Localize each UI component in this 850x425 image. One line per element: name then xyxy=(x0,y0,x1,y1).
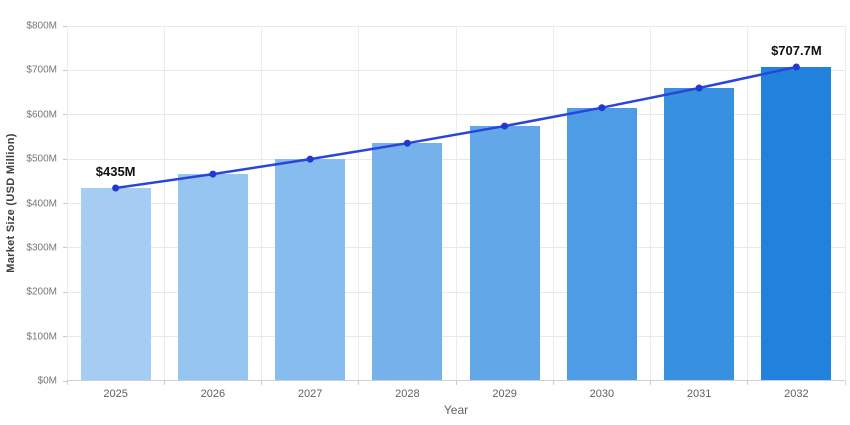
y-tick-label: $600M xyxy=(26,109,57,121)
bar-2029 xyxy=(469,126,540,381)
bar-2027 xyxy=(275,159,346,381)
y-axis-tick xyxy=(63,69,67,71)
y-tick-label: $800M xyxy=(26,20,57,32)
y-axis-tick-labels: $0M $100M $200M $300M $400M $500M $600M $700M $8… xyxy=(18,21,62,387)
x-tick-label: 2031 xyxy=(686,388,712,400)
gridline-vertical xyxy=(747,26,749,381)
y-axis-tick xyxy=(63,114,67,116)
x-axis-baseline xyxy=(67,380,845,381)
y-axis-tick xyxy=(63,247,67,249)
x-tick-label: 2030 xyxy=(589,388,615,400)
y-axis-tick xyxy=(63,25,67,27)
x-tick-label: 2026 xyxy=(200,388,226,400)
y-tick-label: $500M xyxy=(26,153,57,165)
line-marker xyxy=(598,104,606,112)
x-tick-label: 2032 xyxy=(784,388,809,400)
gridline-vertical xyxy=(358,26,360,381)
y-tick-label: $200M xyxy=(26,286,57,298)
y-axis-tick xyxy=(63,380,67,382)
x-tick-label: 2025 xyxy=(103,388,128,400)
x-axis-tick xyxy=(747,381,749,385)
y-tick-label: $700M xyxy=(26,64,57,76)
data-label: $707.7M xyxy=(771,42,822,58)
line-marker xyxy=(306,155,314,163)
bar-2032 xyxy=(761,66,832,381)
y-tick-label: $100M xyxy=(26,331,57,343)
y-tick-label: $300M xyxy=(26,242,57,254)
gridline-vertical xyxy=(552,26,554,381)
line-marker xyxy=(501,122,509,130)
y-axis-tick xyxy=(63,158,67,160)
x-axis-title: Year xyxy=(443,403,469,417)
gridline-vertical xyxy=(650,26,651,381)
x-axis-tick xyxy=(455,381,457,385)
line-marker xyxy=(695,84,703,92)
x-axis-tick xyxy=(358,381,360,385)
y-axis-tick xyxy=(63,291,67,293)
line-marker xyxy=(209,170,217,178)
x-axis-tick xyxy=(552,381,554,385)
x-axis-tick xyxy=(163,381,165,385)
x-axis-tick xyxy=(650,381,651,385)
x-tick-label: 2028 xyxy=(395,388,420,400)
x-tick-label: 2027 xyxy=(297,388,323,400)
bar-2030 xyxy=(566,107,637,381)
gridline-vertical xyxy=(261,26,262,381)
x-tick-label: 2029 xyxy=(492,388,517,400)
bar-2028 xyxy=(372,143,443,381)
bar-2031 xyxy=(664,88,735,381)
data-label: $435M xyxy=(95,163,136,179)
y-tick-label: $400M xyxy=(26,198,57,209)
y-axis-tick xyxy=(63,203,67,204)
y-tick-label: $0M xyxy=(37,375,57,387)
y-axis-title: Market Size (USD Million) xyxy=(5,133,17,273)
plot-area: 2025 2026 2027 2028 2029 2030 2031 2032 $435M $70… xyxy=(63,25,846,400)
bar-2026 xyxy=(177,174,248,381)
gridline-vertical xyxy=(66,26,68,381)
y-axis-tick xyxy=(63,336,67,338)
gridline-vertical xyxy=(844,26,846,381)
line-marker xyxy=(792,63,800,71)
x-axis-tick xyxy=(66,381,68,385)
line-marker xyxy=(112,184,120,192)
bar-2025 xyxy=(80,187,151,381)
gridline-vertical xyxy=(163,26,165,381)
line-marker xyxy=(403,139,411,147)
gridline-vertical xyxy=(455,26,457,381)
x-axis-tick xyxy=(261,381,262,385)
x-axis-tick xyxy=(844,381,846,385)
trend-line xyxy=(115,65,797,190)
trend-line-svg xyxy=(112,63,800,192)
